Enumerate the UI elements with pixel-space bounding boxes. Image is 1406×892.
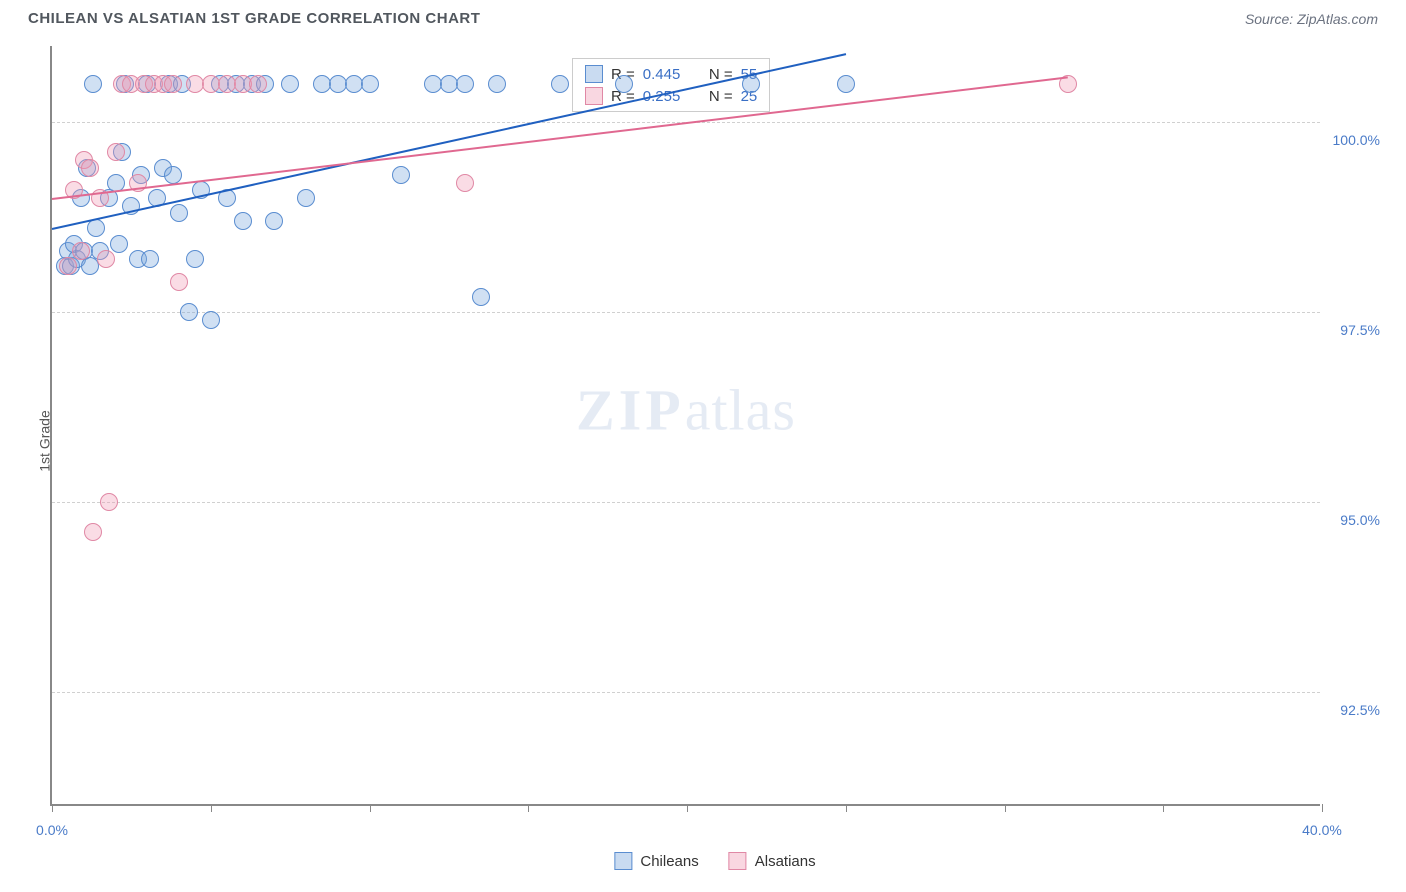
legend-swatch-pink <box>585 87 603 105</box>
scatter-point-chileans <box>234 212 252 230</box>
scatter-point-chileans <box>186 250 204 268</box>
scatter-point-alsatians <box>170 273 188 291</box>
legend-swatch-pink <box>729 852 747 870</box>
x-tick <box>528 804 529 812</box>
scatter-point-chileans <box>361 75 379 93</box>
x-tick <box>687 804 688 812</box>
plot-area: ZIPatlas R = 0.445 N = 55R = 0.255 N = 2… <box>50 46 1320 806</box>
x-tick <box>211 804 212 812</box>
scatter-point-chileans <box>488 75 506 93</box>
gridline-h <box>52 502 1320 503</box>
legend-item-alsatians: Alsatians <box>729 852 816 870</box>
scatter-point-alsatians <box>59 257 77 275</box>
bottom-legend: Chileans Alsatians <box>614 852 815 870</box>
trend-line-alsatians <box>52 76 1068 200</box>
stats-legend-row: R = 0.255 N = 25 <box>585 87 757 105</box>
scatter-point-chileans <box>180 303 198 321</box>
scatter-point-chileans <box>837 75 855 93</box>
scatter-point-chileans <box>456 75 474 93</box>
stats-legend: R = 0.445 N = 55R = 0.255 N = 25 <box>572 58 770 112</box>
x-tick <box>846 804 847 812</box>
x-tick-label: 0.0% <box>36 822 68 838</box>
scatter-point-chileans <box>265 212 283 230</box>
watermark: ZIPatlas <box>576 376 796 443</box>
legend-swatch-blue <box>614 852 632 870</box>
scatter-point-chileans <box>170 204 188 222</box>
scatter-point-chileans <box>164 166 182 184</box>
x-tick <box>370 804 371 812</box>
scatter-point-alsatians <box>107 143 125 161</box>
scatter-point-chileans <box>297 189 315 207</box>
scatter-point-chileans <box>141 250 159 268</box>
gridline-h <box>52 312 1320 313</box>
scatter-point-alsatians <box>100 493 118 511</box>
scatter-point-chileans <box>742 75 760 93</box>
y-tick-label: 92.5% <box>1325 702 1380 718</box>
scatter-point-chileans <box>84 75 102 93</box>
y-tick-label: 100.0% <box>1325 132 1380 148</box>
chart-header: CHILEAN VS ALSATIAN 1ST GRADE CORRELATIO… <box>0 0 1406 33</box>
scatter-point-chileans <box>392 166 410 184</box>
scatter-point-alsatians <box>164 75 182 93</box>
scatter-point-alsatians <box>84 523 102 541</box>
scatter-point-alsatians <box>456 174 474 192</box>
scatter-point-chileans <box>615 75 633 93</box>
scatter-point-chileans <box>551 75 569 93</box>
scatter-point-chileans <box>281 75 299 93</box>
chart-title: CHILEAN VS ALSATIAN 1ST GRADE CORRELATIO… <box>28 10 480 27</box>
legend-item-chileans: Chileans <box>614 852 698 870</box>
legend-swatch-blue <box>585 65 603 83</box>
gridline-h <box>52 692 1320 693</box>
source-attribution: Source: ZipAtlas.com <box>1245 11 1378 27</box>
y-tick-label: 97.5% <box>1325 322 1380 338</box>
scatter-point-alsatians <box>249 75 267 93</box>
scatter-point-chileans <box>472 288 490 306</box>
scatter-point-alsatians <box>72 242 90 260</box>
scatter-point-chileans <box>202 311 220 329</box>
scatter-point-alsatians <box>81 159 99 177</box>
chart-container: 1st Grade ZIPatlas R = 0.445 N = 55R = 0… <box>50 46 1380 836</box>
scatter-point-chileans <box>110 235 128 253</box>
x-tick-label: 40.0% <box>1302 822 1342 838</box>
scatter-point-chileans <box>87 219 105 237</box>
x-tick <box>1322 804 1323 812</box>
x-tick <box>1163 804 1164 812</box>
scatter-point-alsatians <box>97 250 115 268</box>
x-tick <box>1005 804 1006 812</box>
y-tick-label: 95.0% <box>1325 512 1380 528</box>
x-tick <box>52 804 53 812</box>
